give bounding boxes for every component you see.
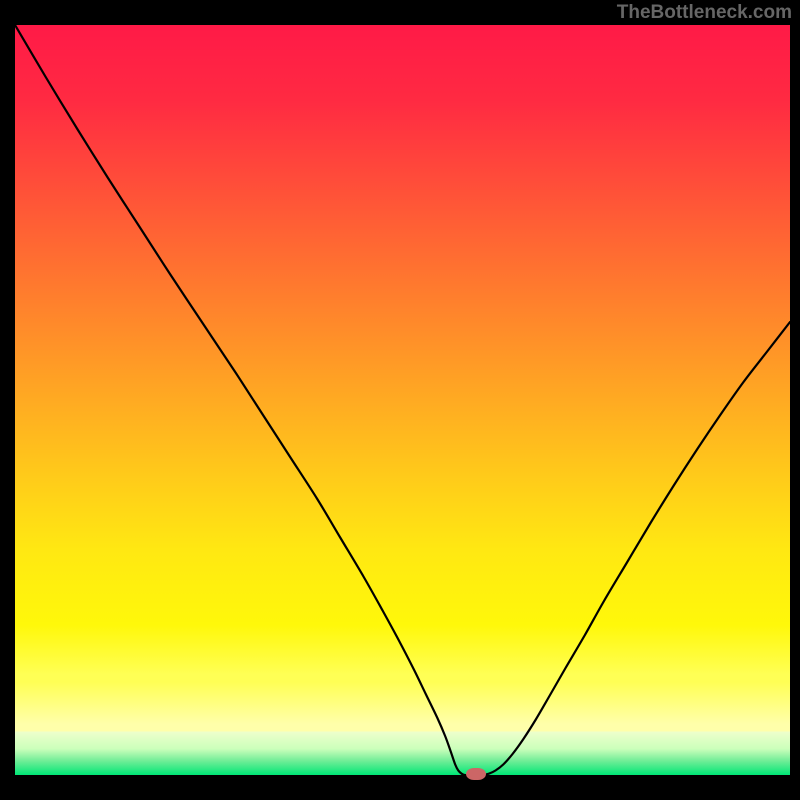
chart-gradient-background [15, 25, 790, 775]
watermark-text: TheBottleneck.com [617, 2, 792, 24]
optimal-point-marker [466, 768, 486, 780]
chart-plot-area [15, 25, 790, 775]
